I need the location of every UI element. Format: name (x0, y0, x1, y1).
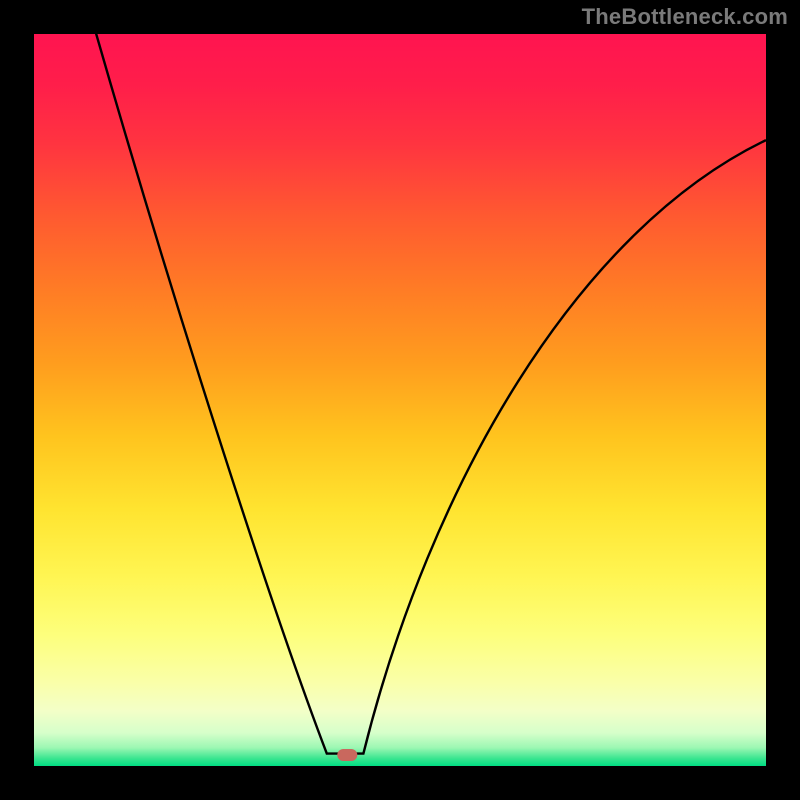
plot-background (34, 34, 766, 766)
optimum-marker (337, 749, 357, 761)
watermark-text: TheBottleneck.com (582, 4, 788, 30)
chart-svg (0, 0, 800, 800)
chart-canvas: TheBottleneck.com (0, 0, 800, 800)
